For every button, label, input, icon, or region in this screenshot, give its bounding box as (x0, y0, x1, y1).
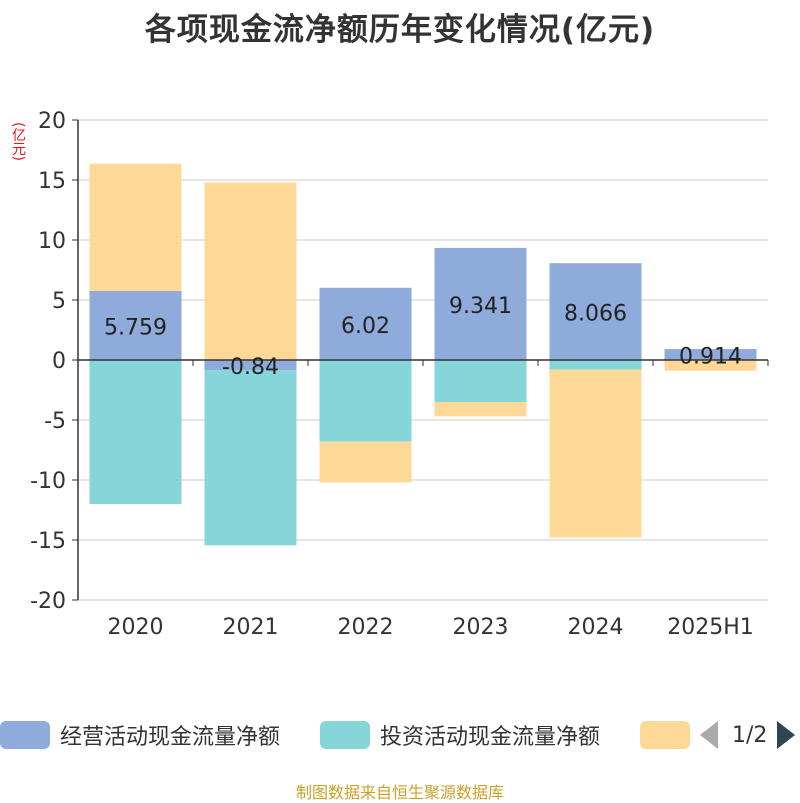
data-label: 0.914 (679, 345, 742, 370)
data-label: 6.02 (341, 314, 390, 339)
legend-item-investing[interactable]: 投资活动现金流量净额 (320, 715, 600, 755)
bar-segment (549, 360, 642, 370)
y-tick-label: 15 (38, 169, 66, 194)
bar-segment (319, 360, 412, 442)
y-axis-unit-label: (亿元) (10, 122, 26, 161)
bar-segment (549, 369, 642, 538)
legend-swatch-investing (320, 721, 370, 749)
legend-label-investing: 投资活动现金流量净额 (380, 725, 601, 750)
bar-segment (549, 263, 642, 360)
legend-item-third[interactable] (640, 715, 700, 755)
y-tick-label: -5 (44, 409, 66, 434)
x-tick-label: 2020 (108, 615, 164, 640)
page-indicator: 1/2 (732, 722, 768, 748)
y-tick-label: 10 (38, 229, 66, 254)
x-tick-label: 2021 (223, 615, 279, 640)
y-tick-label: 5 (52, 289, 66, 314)
legend-swatch-third (640, 721, 690, 749)
data-label: -0.84 (222, 355, 279, 380)
bar-segment (434, 402, 527, 417)
bar-segment (204, 360, 297, 371)
y-tick-label: -15 (30, 529, 66, 554)
x-tick-label: 2025H1 (667, 615, 754, 640)
bar-segment (664, 349, 757, 360)
y-tick-label: -20 (30, 589, 66, 614)
x-tick-label: 2023 (453, 615, 509, 640)
legend: 经营活动现金流量净额 投资活动现金流量净额 (0, 715, 800, 755)
next-page-icon[interactable] (777, 721, 796, 749)
y-tick-label: 0 (52, 349, 66, 374)
bar-segment (434, 360, 527, 402)
data-label: 9.341 (449, 294, 512, 319)
bar-segment (319, 287, 412, 360)
prev-page-icon[interactable] (700, 721, 718, 749)
data-label: 8.066 (564, 302, 627, 327)
x-tick-label: 2024 (568, 615, 624, 640)
y-tick-label: -10 (30, 469, 66, 494)
legend-item-operating[interactable]: 经营活动现金流量净额 (0, 715, 280, 755)
bar-segment (89, 360, 182, 504)
y-tick-label: 20 (38, 109, 66, 134)
bar-segment (319, 441, 412, 483)
bar-segment (664, 360, 757, 371)
bar-segment (89, 163, 182, 291)
legend-swatch-operating (0, 721, 50, 749)
bar-segment (204, 370, 297, 546)
bar-segment (204, 182, 297, 360)
legend-label-operating: 经营活动现金流量净额 (60, 725, 281, 750)
bar-segment (434, 247, 527, 360)
data-label: 5.759 (104, 315, 167, 340)
bar-segment (89, 290, 182, 360)
stacked-bar-chart: 20 15 10 5 0 -5 -10 -15 -20 5.759 -0.84 6.02 9.341 8.… (30, 109, 769, 640)
legend-pager: 1/2 (700, 718, 796, 752)
chart-title: 各项现金流净额历年变化情况(亿元) (144, 12, 656, 48)
x-tick-label: 2022 (338, 615, 394, 640)
data-source-note: 制图数据来自恒生聚源数据库 (295, 783, 504, 802)
